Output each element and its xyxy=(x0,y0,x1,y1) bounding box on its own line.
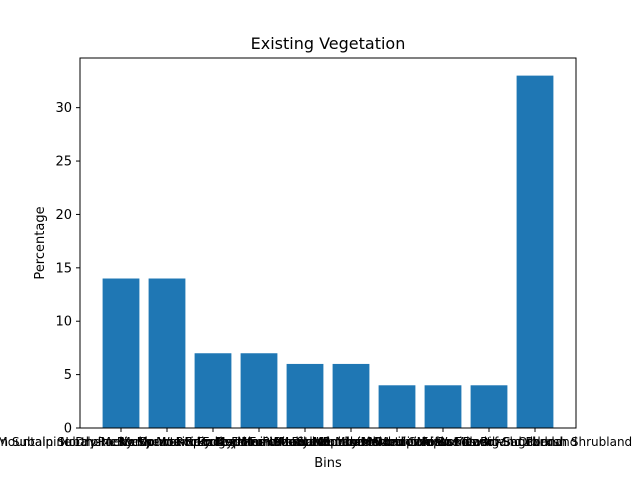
bar xyxy=(378,385,416,428)
y-tick-label: 20 xyxy=(55,208,72,223)
x-tick-label: Rocky Mountain Lodgepole Pine Forest xyxy=(98,435,329,449)
y-tick-label: 25 xyxy=(55,155,72,170)
y-axis-label: Percentage xyxy=(33,206,48,279)
bar xyxy=(470,385,508,428)
bar xyxy=(332,363,370,428)
bar xyxy=(148,278,186,428)
x-tick-label: Rocky Mountain Subalpine-Montane Mesic M… xyxy=(198,435,505,449)
y-tick-label: 10 xyxy=(55,315,72,330)
bar xyxy=(424,385,462,428)
bar xyxy=(286,363,324,428)
x-tick-label: Northern Rocky Mountain Dry-Mesic Montan… xyxy=(60,435,459,449)
bar xyxy=(516,75,554,428)
y-tick-label: 15 xyxy=(55,261,72,276)
bar xyxy=(240,353,278,428)
plot-frame xyxy=(79,57,577,429)
chart-title: Existing Vegetation xyxy=(251,34,406,53)
x-tick-label: Inter-Mountain Basins Big Sagebrush Shru… xyxy=(346,435,632,449)
x-tick-label: Northern Rocky Mountain Subalpine Woodla… xyxy=(217,435,578,449)
x-tick-label: Other xyxy=(518,435,552,449)
bar xyxy=(102,278,140,428)
x-tick-label: Northern Rocky Mountain Mesic Montane Mi… xyxy=(119,435,492,449)
y-axis-ticks: 0 5 10 15 20 25 30 xyxy=(55,101,80,437)
bar xyxy=(194,353,232,428)
y-tick-label: 30 xyxy=(55,101,72,116)
x-axis-label: Bins xyxy=(314,456,342,471)
x-tick-label: Rocky Mountain Alpine Dwarf-Shrubland xyxy=(323,435,564,449)
x-tick-label: Rocky Mountain Subalpine Mesic-Wet Spruc… xyxy=(0,435,376,449)
y-tick-label: 0 xyxy=(64,422,72,437)
x-axis-ticks: Rocky Mountain Subalpine Dry-Mesic Spruc… xyxy=(0,428,632,449)
x-tick-label: Rocky Mountain Subalpine Dry-Mesic Spruc… xyxy=(0,435,329,449)
bars-layer xyxy=(102,75,554,428)
y-tick-label: 5 xyxy=(64,368,72,383)
